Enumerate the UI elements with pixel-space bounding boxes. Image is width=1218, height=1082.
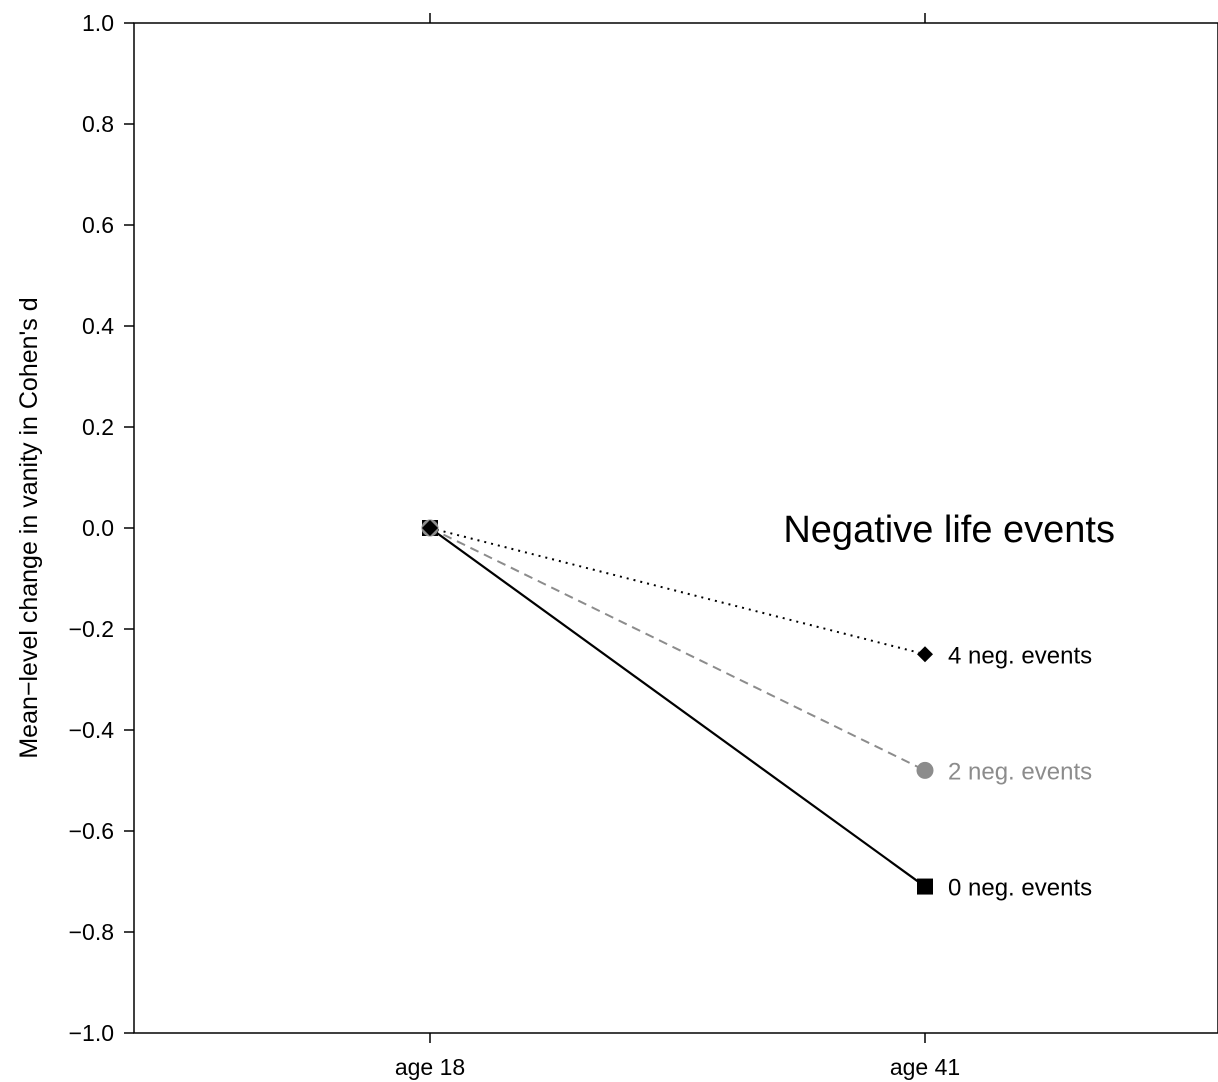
y-tick-label: −0.8 <box>69 919 114 945</box>
legend-title: Negative life events <box>783 509 1115 551</box>
y-axis-title: Mean−level change in vanity in Cohen's d <box>15 297 43 758</box>
y-tick-label: 0.8 <box>82 111 114 137</box>
y-tick-label: −0.4 <box>69 717 115 743</box>
y-tick-label: −1.0 <box>69 1020 114 1046</box>
series-label: 0 neg. events <box>948 875 1092 902</box>
y-tick-label: 0.6 <box>82 212 114 238</box>
series-label: 4 neg. events <box>948 642 1092 669</box>
series-label: 2 neg. events <box>948 758 1092 785</box>
series-layer: 4 neg. events 2 neg. events 0 neg. events <box>421 519 1092 902</box>
y-tick-label: −0.2 <box>69 616 114 642</box>
y-tick-label: −0.6 <box>69 818 114 844</box>
y-tick-label: 0.4 <box>82 313 114 339</box>
data-point-circle <box>916 761 934 779</box>
x-tick-label: age 41 <box>890 1054 960 1080</box>
data-point-square <box>917 878 933 895</box>
y-tick-label: 0.2 <box>82 414 114 440</box>
series-line <box>429 527 926 888</box>
series-line <box>429 527 926 656</box>
y-axis: 1.0 0.8 0.6 0.4 0.2 0.0 −0.2 −0.4 −0.6 −0.8 −1.0 <box>69 10 134 1046</box>
series-line <box>429 527 926 772</box>
x-tick-label: age 18 <box>395 1054 465 1080</box>
data-point-diamond <box>917 646 933 663</box>
y-tick-label: 1.0 <box>82 10 114 36</box>
data-point-diamond <box>422 520 438 536</box>
x-axis: age 18 age 41 <box>395 13 960 1080</box>
y-tick-label: 0.0 <box>82 515 114 541</box>
